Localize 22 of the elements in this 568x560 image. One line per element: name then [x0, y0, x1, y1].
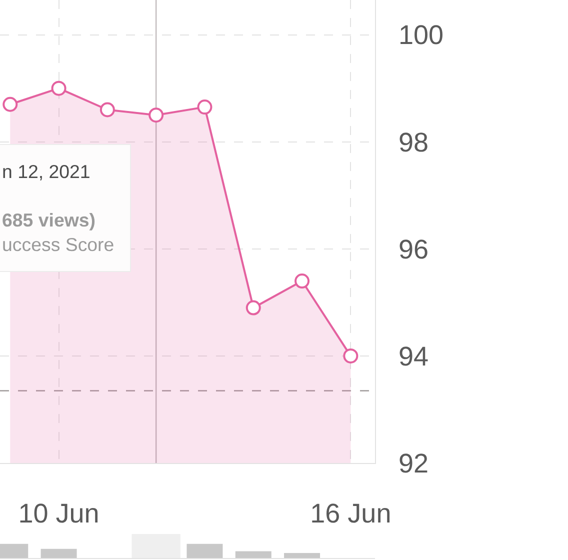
annotation: n 12, 2021	[2, 161, 90, 182]
point	[246, 300, 261, 316]
point	[51, 80, 66, 96]
bar	[40, 548, 77, 558]
y-tick-label: 92	[398, 448, 429, 478]
bar	[235, 551, 272, 558]
point	[100, 102, 115, 118]
y-tick-label: 96	[398, 234, 429, 264]
point	[343, 348, 358, 364]
point	[197, 100, 212, 115]
y-tick-label: 94	[398, 341, 429, 372]
y-tick-label: 98	[398, 127, 429, 158]
bar	[284, 553, 320, 558]
annotation: 685 views)	[2, 210, 96, 231]
point	[148, 108, 164, 123]
point	[2, 96, 18, 112]
bar	[186, 544, 223, 558]
y-tick-label: 100	[398, 20, 444, 50]
x-tick-label: 16 Jun	[310, 498, 392, 528]
point	[294, 274, 310, 289]
x-tick-label: 10 Jun	[18, 498, 100, 528]
annotation: uccess Score	[2, 234, 114, 255]
